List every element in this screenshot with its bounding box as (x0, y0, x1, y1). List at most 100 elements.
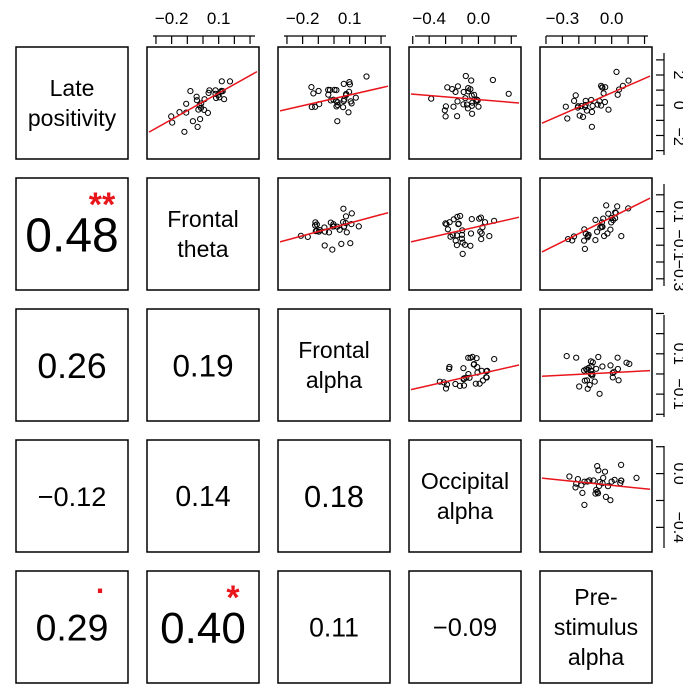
panel-r3-c5 (539, 308, 653, 422)
scatter-point-r1-c5-11 (571, 97, 578, 105)
scatter-point-r4-c5-5 (581, 501, 588, 508)
scatter-point-r2-c4-24 (458, 231, 466, 238)
scatter-point-r4-c5-26 (608, 478, 615, 485)
scatter-point-r3-c4-9 (442, 385, 450, 392)
scatter-point-r1-c5-20 (616, 86, 623, 93)
scatter-point-r2-c4-14 (455, 220, 462, 227)
scatter-point-r4-c5-15 (618, 477, 625, 484)
scatter-point-r2-c4-23 (458, 235, 465, 242)
scatter-point-r3-c4-25 (479, 377, 486, 384)
scatter-point-r2-c5-25 (564, 236, 572, 243)
scatter-point-r1-c4-6 (454, 83, 461, 90)
scatter-point-r4-c5-20 (601, 468, 609, 475)
scatter-point-r1-c4-11 (441, 107, 448, 114)
scatter-point-r2-c3-6 (343, 229, 350, 236)
scatter-point-r4-c5-21 (572, 484, 579, 491)
scatter-point-r1-c4-16 (442, 103, 449, 110)
scatter-point-r1-c5-9 (562, 103, 569, 110)
scatter-point-r3-c5-27 (623, 359, 630, 366)
variable-label-3-line-2: alpha (306, 367, 362, 393)
scatter-point-r3-c4-24 (460, 382, 468, 389)
scatter-point-r1-c4-12 (505, 90, 512, 97)
scatter-point-r2-c5-2 (581, 237, 588, 244)
fit-line-r1-c2 (148, 70, 258, 133)
scatter-point-r1-c4-30 (454, 113, 461, 120)
scatter-point-r1-c3-26 (334, 118, 341, 125)
scatter-point-r2-c5-15 (584, 232, 591, 240)
scatter-point-r1-c2-30 (183, 100, 190, 107)
scatter-point-r4-c5-23 (579, 489, 586, 496)
scatter-point-r3-c4-12 (460, 365, 467, 372)
panel-r4-c4 (408, 439, 522, 553)
panel-r3-c3 (277, 308, 391, 422)
correlation-value-r4-c1: −0.12 (38, 481, 107, 512)
scatter-point-r1-c2-6 (169, 119, 176, 126)
scatter-point-r3-c5-21 (587, 358, 595, 365)
scatter-point-r2-c3-29 (313, 221, 320, 228)
scatter-point-r3-c4-4 (491, 356, 498, 363)
scatter-point-r2-c3-17 (342, 213, 350, 220)
scatter-point-r2-c4-29 (442, 220, 449, 227)
scatter-point-r3-c4-31 (473, 355, 480, 362)
fit-line-r2-c5 (541, 197, 651, 253)
panel-r1-c2 (146, 46, 260, 160)
panel-r2-c3 (277, 177, 391, 291)
scatter-point-r4-c5-17 (607, 497, 614, 504)
scatter-point-r2-c4-6 (476, 215, 483, 222)
panel-r1-c1 (15, 46, 129, 160)
panel-r3-c2 (146, 308, 260, 422)
scatter-point-r1-c2-8 (204, 109, 211, 117)
correlation-value-r3-c2: 0.19 (172, 348, 233, 383)
scatter-point-r1-c3-32 (331, 86, 338, 93)
right-axis-label-2-2: −0.1 (670, 229, 683, 261)
scatter-point-r3-c5-3 (614, 354, 621, 361)
fit-line-r1-c4 (410, 93, 520, 104)
panel-r5-c1 (15, 570, 129, 684)
scatter-point-r2-c3-28 (321, 242, 328, 249)
scatter-point-r2-c3-13 (347, 240, 354, 247)
scatter-point-r2-c5-5 (607, 226, 614, 233)
scatter-point-r3-c5-10 (573, 354, 580, 361)
scatter-point-r1-c4-27 (471, 91, 478, 98)
scatter-point-r1-c3-28 (315, 87, 322, 95)
scatter-point-r2-c4-13 (450, 216, 457, 223)
scatter-point-r4-c5-12 (600, 474, 607, 481)
scatter-point-r1-c2-32 (205, 89, 212, 97)
fit-line-r3-c5 (541, 369, 651, 377)
scatter-point-r1-c4-31 (452, 88, 459, 96)
panel-r4-c3 (277, 439, 391, 553)
scatter-point-r1-c4-23 (467, 86, 474, 93)
right-axis-label-4-1: 0.0 (670, 462, 683, 484)
scatter-point-r1-c4-7 (469, 110, 476, 117)
top-axis-label-5-2: 0.0 (600, 9, 624, 28)
scatter-point-r2-c3-24 (355, 223, 362, 230)
scatter-point-r4-c5-8 (595, 467, 602, 474)
scatter-point-r3-c5-31 (563, 353, 570, 360)
scatter-point-r3-c4-18 (483, 374, 490, 381)
panel-r4-c1 (15, 439, 129, 553)
right-axis-label-2-3: −0.3 (670, 260, 683, 292)
scatter-point-r1-c3-31 (308, 103, 315, 111)
scatter-point-r2-c4-22 (478, 230, 485, 237)
scatter-point-r2-c4-21 (468, 216, 475, 223)
scatter-point-r2-c5-4 (592, 216, 599, 223)
scatter-point-r2-c3-22 (338, 240, 345, 247)
scatter-point-r1-c5-18 (579, 113, 587, 121)
scatter-point-r2-c4-11 (453, 242, 460, 249)
fit-line-r3-c4 (410, 364, 520, 391)
scatter-point-r2-c4-17 (459, 250, 466, 257)
scatter-point-r3-c5-30 (586, 381, 593, 389)
scatter-point-r3-c5-26 (585, 364, 592, 371)
scatter-point-r3-c5-22 (609, 374, 616, 381)
scatter-point-r1-c2-12 (193, 93, 200, 100)
correlation-value-r5-c3: 0.11 (309, 613, 359, 643)
fit-line-r2-c4 (410, 216, 520, 243)
scatter-point-r3-c4-30 (467, 354, 474, 361)
scatter-point-r4-c5-4 (618, 461, 625, 468)
top-axis-label-3-2: 0.1 (338, 9, 362, 28)
scatter-point-r4-c5-9 (604, 483, 612, 490)
scatter-point-r2-c3-8 (336, 226, 343, 233)
variable-label-4-line-1: Occipital (421, 468, 509, 494)
scatter-point-r1-c5-25 (588, 123, 596, 130)
scatter-point-r1-c4-1 (489, 76, 496, 84)
